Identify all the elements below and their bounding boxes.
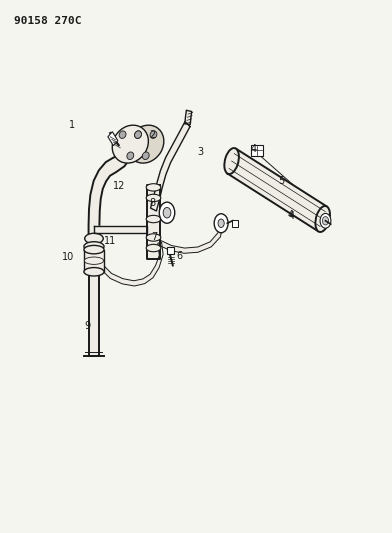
Ellipse shape	[128, 125, 164, 163]
Bar	[84, 249, 104, 272]
Polygon shape	[227, 149, 327, 231]
Ellipse shape	[112, 125, 149, 163]
Text: 1: 1	[69, 120, 74, 130]
Polygon shape	[89, 238, 99, 356]
Circle shape	[214, 214, 228, 233]
Bar	[167, 247, 174, 254]
Text: 8: 8	[150, 198, 156, 208]
Ellipse shape	[146, 184, 161, 191]
Polygon shape	[100, 243, 163, 286]
Circle shape	[163, 207, 171, 218]
Text: 4: 4	[289, 212, 295, 221]
Text: 2: 2	[150, 130, 156, 140]
Ellipse shape	[84, 245, 104, 254]
Polygon shape	[185, 110, 192, 125]
Text: 90158 270C: 90158 270C	[15, 16, 82, 26]
Ellipse shape	[224, 148, 239, 174]
Polygon shape	[147, 185, 160, 259]
Text: 9: 9	[84, 320, 90, 330]
Text: 4: 4	[288, 210, 294, 220]
Ellipse shape	[127, 152, 134, 159]
Ellipse shape	[84, 241, 104, 251]
Text: 5: 5	[278, 176, 284, 186]
Text: 10: 10	[62, 252, 74, 262]
Ellipse shape	[134, 131, 142, 139]
Ellipse shape	[134, 131, 142, 139]
Ellipse shape	[84, 257, 103, 264]
Text: 12: 12	[113, 181, 125, 191]
Polygon shape	[159, 223, 223, 253]
Bar	[251, 145, 263, 156]
Ellipse shape	[146, 234, 161, 241]
Text: 6: 6	[177, 251, 183, 261]
Polygon shape	[94, 226, 147, 233]
Ellipse shape	[146, 194, 161, 201]
Ellipse shape	[316, 206, 330, 232]
Text: 3: 3	[198, 147, 204, 157]
Ellipse shape	[320, 213, 331, 228]
Ellipse shape	[322, 216, 328, 225]
Ellipse shape	[84, 268, 104, 276]
Bar	[108, 132, 118, 146]
Ellipse shape	[142, 152, 149, 159]
Text: 7: 7	[151, 232, 158, 242]
Ellipse shape	[119, 131, 126, 139]
Circle shape	[218, 219, 224, 228]
Polygon shape	[89, 141, 135, 238]
Ellipse shape	[150, 131, 157, 139]
Polygon shape	[151, 122, 190, 211]
Ellipse shape	[146, 244, 161, 252]
Text: 11: 11	[104, 236, 116, 246]
Text: 4: 4	[250, 144, 256, 155]
Bar	[232, 220, 238, 227]
Ellipse shape	[85, 233, 103, 244]
Circle shape	[159, 202, 175, 223]
Ellipse shape	[146, 215, 161, 223]
